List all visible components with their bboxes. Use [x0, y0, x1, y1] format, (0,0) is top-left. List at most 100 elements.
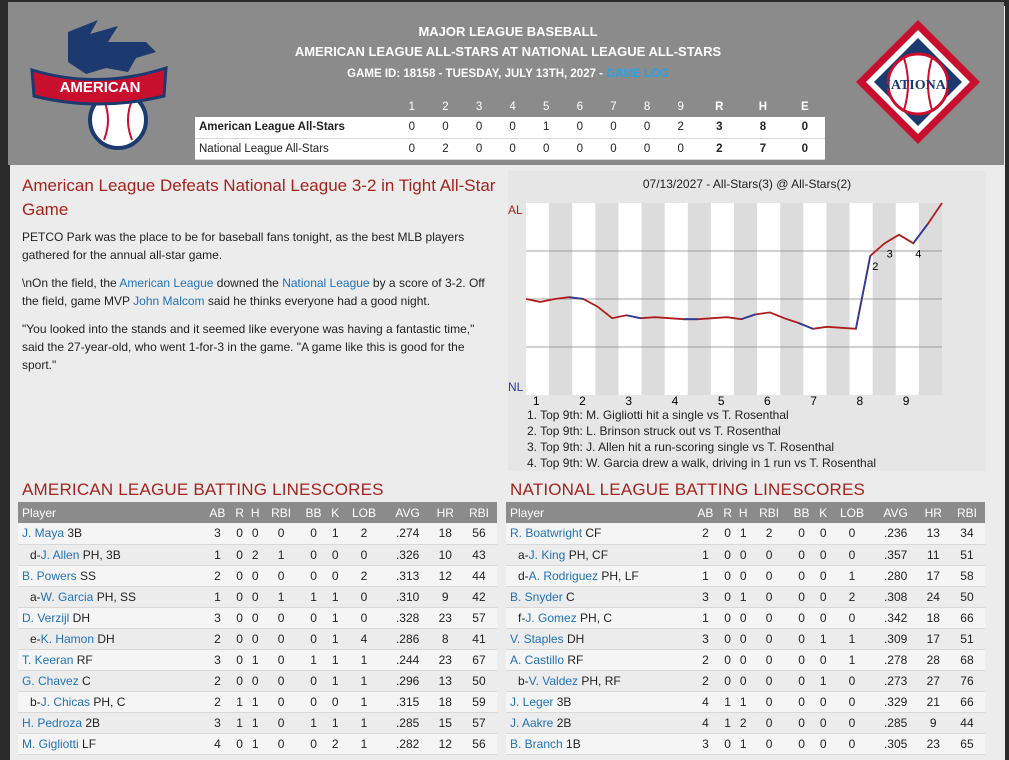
team-name[interactable]: American League All-Stars [195, 117, 395, 139]
column-header[interactable]: K [327, 502, 343, 523]
player-link[interactable]: J. Chicas [40, 694, 91, 709]
american-league-link[interactable]: American League [119, 276, 214, 290]
player-link[interactable]: B. Snyder [510, 589, 563, 604]
stat-cell: 0 [719, 544, 736, 566]
player-link[interactable]: A. Rodriguez [528, 568, 599, 583]
stat-cell: 58 [948, 565, 985, 587]
player-link[interactable]: J. Aakre [510, 715, 554, 730]
stat-cell: 1 [231, 691, 248, 713]
linescore-header-errors: E [801, 101, 809, 113]
stat-cell: 1 [691, 565, 720, 587]
inning-score: 0 [596, 117, 631, 139]
table-row: M. Gigliotti LF 4 0 1 0 0 2 1.282 12 56 [18, 733, 497, 755]
column-header[interactable]: K [815, 502, 831, 523]
player-link[interactable]: J. Leger [510, 694, 554, 709]
x-tick-label: 5 [718, 394, 725, 408]
sub-prefix: b- [518, 673, 529, 688]
column-header[interactable]: Player [506, 502, 691, 523]
column-header[interactable]: BB [299, 502, 328, 523]
stat-cell: 2 [830, 586, 874, 608]
matchup-title: AMERICAN LEAGUE ALL-STARS AT NATIONAL LE… [294, 44, 722, 59]
stat-cell: 18 [917, 607, 949, 629]
player-link[interactable]: W. Garcia [40, 589, 94, 604]
stat-cell: 51 [948, 628, 985, 650]
column-header[interactable]: H [247, 502, 264, 523]
stat-cell: 1 [299, 649, 328, 671]
column-header[interactable]: H [735, 502, 752, 523]
player-link[interactable]: M. Gigliotti [22, 736, 79, 751]
inning-score: 2 [428, 138, 463, 160]
stat-cell: .313 [385, 565, 430, 587]
stat-cell: 0 [751, 586, 788, 608]
stat-cell: 0 [719, 670, 736, 692]
story-paragraph: "You looked into the stands and it seeme… [22, 322, 475, 372]
y-label-nl: NL [508, 380, 524, 394]
column-header[interactable]: RBI [751, 502, 788, 523]
player-link[interactable]: T. Keeran [22, 652, 74, 667]
player-link[interactable]: B. Branch [510, 736, 563, 751]
player-link[interactable]: B. Powers [22, 568, 77, 583]
stat-cell: 1 [735, 733, 752, 755]
player-link[interactable]: G. Chavez [22, 673, 79, 688]
stat-cell: 2 [203, 670, 232, 692]
inning-score: 0 [563, 117, 597, 139]
player-position: 1B [562, 736, 581, 751]
player-link[interactable]: J. Allen [40, 547, 80, 562]
stat-cell: 0 [299, 544, 328, 566]
column-header[interactable]: HR [917, 502, 949, 523]
column-header[interactable]: Player [18, 502, 203, 523]
player-link[interactable]: K. Hamon [40, 631, 95, 646]
stat-cell: 1 [342, 712, 386, 734]
player-link[interactable]: J. Maya [22, 526, 65, 541]
column-header[interactable]: RBI [948, 502, 985, 523]
stat-cell: 1 [327, 712, 343, 734]
column-header[interactable]: RBI [263, 502, 300, 523]
team-name[interactable]: National League All-Stars [195, 138, 395, 160]
column-header[interactable]: R [719, 502, 736, 523]
stat-cell: 1 [735, 691, 752, 713]
x-tick-label: 2 [579, 394, 586, 408]
play-note: 3. Top 9th: J. Allen hit a run-scoring s… [527, 440, 835, 454]
column-header[interactable]: BB [787, 502, 816, 523]
stat-cell: 0 [231, 586, 248, 608]
stat-cell: 0 [231, 607, 248, 629]
player-link[interactable]: V. Valdez [528, 673, 579, 688]
stat-cell: 1 [327, 649, 343, 671]
column-header[interactable]: AVG [385, 502, 430, 523]
player-link[interactable]: J. King [528, 547, 566, 562]
game-log-link[interactable]: GAME LOG [606, 68, 669, 80]
player-link[interactable]: A. Castillo [510, 652, 565, 667]
stat-cell: 0 [719, 628, 736, 650]
player-cell: B. Powers SS [18, 565, 203, 587]
national-league-link[interactable]: National League [282, 276, 370, 290]
player-link[interactable]: D. Verzijl [22, 610, 70, 625]
player-link[interactable]: H. Pedroza [22, 715, 83, 730]
story-paragraph: PETCO Park was the place to be for baseb… [22, 230, 465, 262]
stat-cell: .308 [873, 586, 918, 608]
al-batting-table: Player AB R H RBI BB K LOB AVG HR RBI J. Maya 3B 3 0 0… [18, 502, 497, 755]
stat-cell: 0 [815, 691, 831, 713]
player-link[interactable]: R. Boatwright [510, 526, 583, 541]
stat-cell: 17 [917, 628, 949, 650]
stat-cell: 56 [460, 523, 497, 545]
player-link[interactable]: V. Staples [510, 631, 564, 646]
column-header[interactable]: R [231, 502, 248, 523]
stat-cell: 4 [342, 628, 386, 650]
mvp-player-link[interactable]: John Malcom [133, 294, 205, 308]
table-row: J. Aakre 2B 4 1 2 0 0 0 0.285 9 44 [506, 712, 985, 734]
stat-cell: 23 [917, 733, 949, 755]
column-header[interactable]: LOB [830, 502, 874, 523]
column-header[interactable]: AB [203, 502, 232, 523]
player-position: C [78, 673, 91, 688]
column-header[interactable]: HR [429, 502, 461, 523]
stat-cell: 2 [203, 565, 232, 587]
column-header[interactable]: RBI [460, 502, 497, 523]
stat-cell: 0 [751, 607, 788, 629]
column-header[interactable]: AB [691, 502, 720, 523]
column-header[interactable]: LOB [342, 502, 386, 523]
stat-cell: 21 [917, 691, 949, 713]
column-header[interactable]: AVG [873, 502, 918, 523]
stat-cell: 0 [830, 691, 874, 713]
player-link[interactable]: J. Gomez [525, 610, 577, 625]
player-position: PH, RF [578, 673, 621, 688]
